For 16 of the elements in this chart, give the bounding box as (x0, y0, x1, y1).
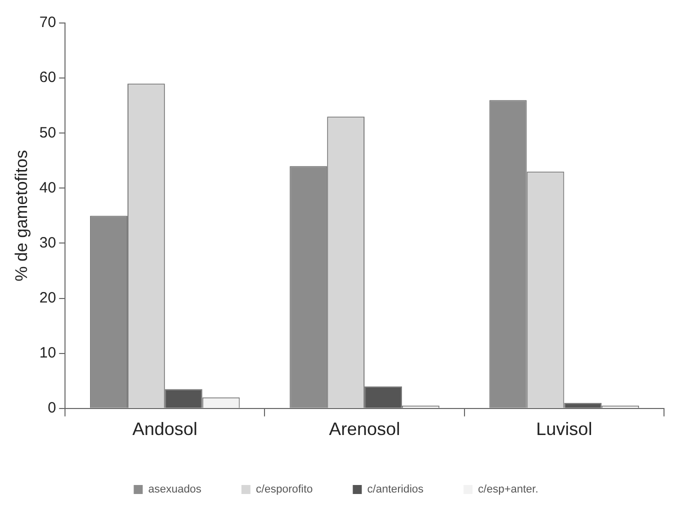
legend-label: c/esporofito (256, 484, 313, 496)
x-tick-label: Luvisol (536, 419, 592, 440)
legend-label: asexuados (148, 484, 202, 496)
y-tick-label: 50 (39, 124, 56, 142)
x-tick-label: Andosol (132, 419, 198, 440)
y-axis-title: % de gametofitos (12, 150, 31, 282)
y-tick-label: 20 (39, 289, 56, 306)
y-tick-label: 10 (39, 344, 56, 362)
legend-label: c/esp+anter. (478, 484, 538, 496)
legend-label: c/anteridios (367, 484, 424, 496)
x-tick-label: Arenosol (329, 419, 400, 440)
y-tick-label: 40 (39, 179, 56, 196)
y-tick-label: 30 (39, 234, 56, 252)
y-tick-label: 60 (39, 69, 56, 86)
y-tick-label: 0 (48, 400, 56, 417)
y-tick-label: 70 (39, 14, 56, 32)
